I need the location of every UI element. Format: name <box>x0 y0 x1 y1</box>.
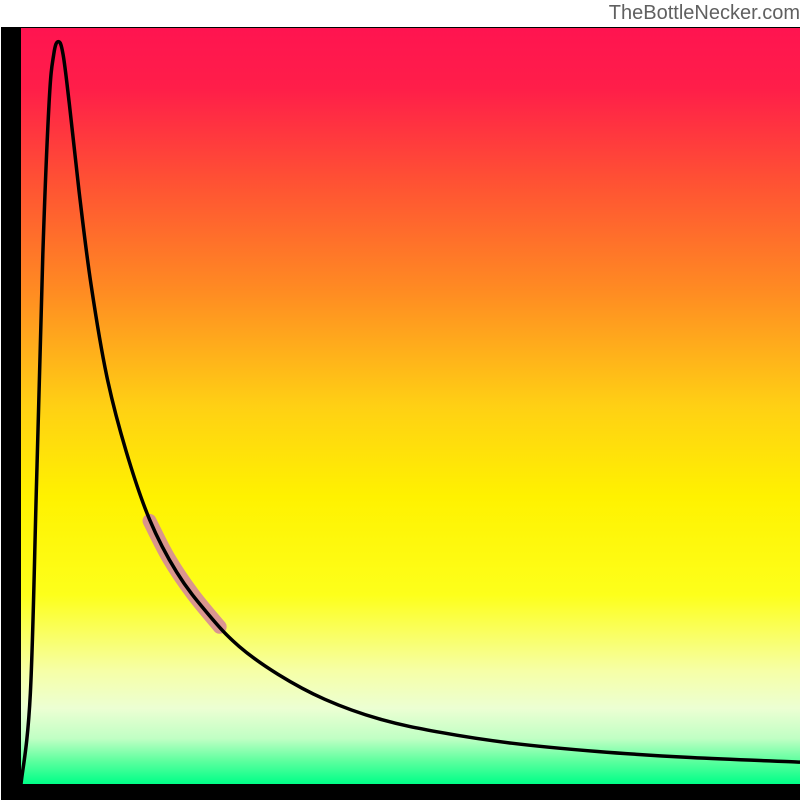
bottleneck-curve <box>21 42 800 784</box>
curve-layer <box>21 28 800 784</box>
plot-area <box>21 28 800 784</box>
plot-border-top <box>21 27 800 28</box>
plot-border-left <box>1 27 21 800</box>
attribution-link[interactable]: TheBottleNecker.com <box>609 2 800 25</box>
plot-border-bottom <box>1 784 800 800</box>
curve-highlight-segment <box>150 521 220 627</box>
chart-frame: TheBottleNecker.com <box>0 0 800 800</box>
